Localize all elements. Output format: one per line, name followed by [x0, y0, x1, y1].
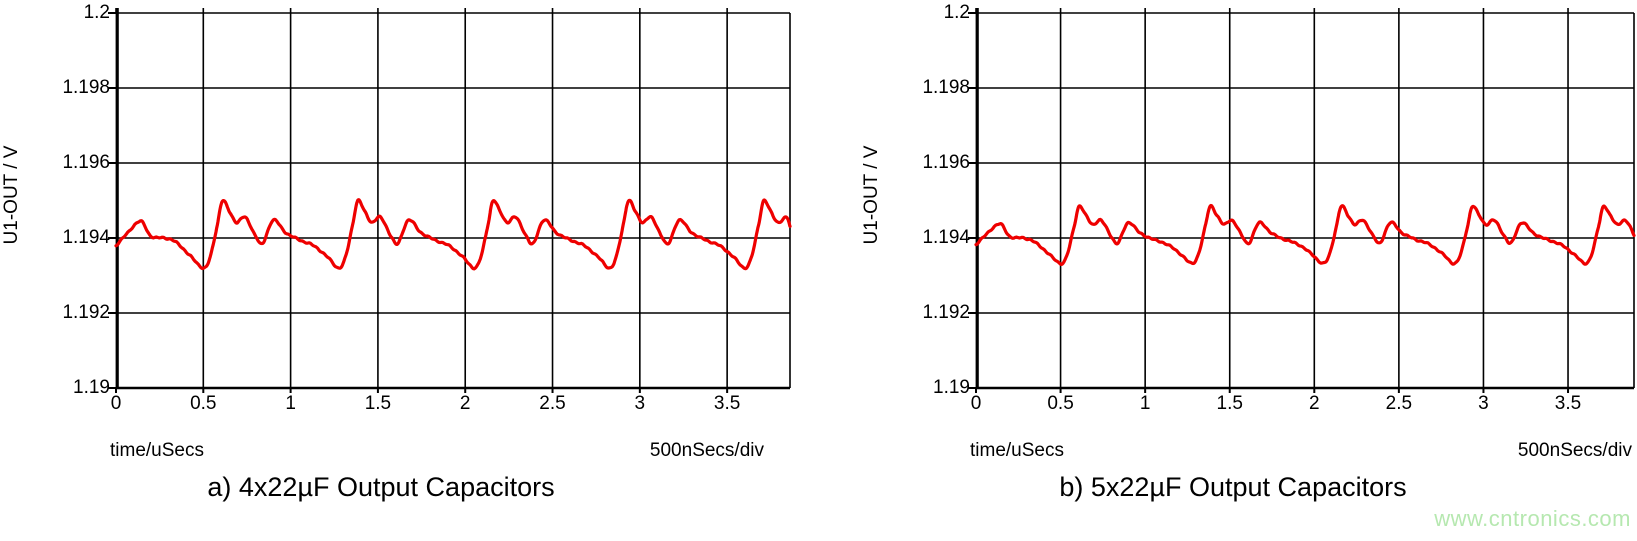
x-tick-label: 1	[1139, 393, 1151, 414]
x-tick-label: 0.5	[190, 393, 217, 414]
y-tick-label: 1.19	[73, 377, 110, 398]
y-tick-label: 1.2	[943, 2, 970, 23]
x-tick-label: 3.5	[713, 393, 741, 414]
x-tick-label: 2	[1309, 393, 1320, 414]
y-tick-label: 1.2	[83, 2, 110, 23]
x-tick-label: 0.5	[1047, 393, 1074, 414]
time-per-div-label: 500nSecs/div	[1517, 440, 1632, 461]
subfigure-caption-b: b) 5x22µF Output Capacitors	[1059, 472, 1407, 502]
x-axis-title: time/uSecs	[110, 440, 204, 461]
y-axis-title: U1-OUT / V	[1, 145, 22, 245]
x-axis-title: time/uSecs	[970, 440, 1064, 461]
y-tick-label: 1.196	[922, 152, 970, 173]
subfigure-caption-a: a) 4x22µF Output Capacitors	[207, 472, 555, 502]
x-tick-label: 1	[285, 393, 296, 414]
y-tick-label: 1.198	[62, 77, 110, 98]
x-tick-label: 2.5	[539, 393, 566, 414]
watermark: www.cntronics.com	[1434, 506, 1631, 531]
voltage-ripple-trace	[114, 198, 792, 271]
voltage-ripple-trace	[974, 203, 1636, 266]
y-tick-label: 1.196	[62, 152, 110, 173]
y-axis-title: U1-OUT / V	[861, 145, 882, 245]
x-tick-label: 0	[970, 393, 982, 414]
waveform-plot-b	[968, 8, 1636, 393]
y-tick-label: 1.198	[922, 77, 970, 98]
x-tick-label: 1.5	[1216, 393, 1243, 414]
x-tick-label: 3	[634, 393, 646, 414]
x-tick-label: 3	[1478, 393, 1489, 414]
y-tick-label: 1.194	[922, 227, 970, 248]
y-tick-label: 1.192	[922, 302, 970, 323]
y-tick-label: 1.19	[933, 377, 970, 398]
time-per-div-label: 500nSecs/div	[649, 440, 764, 461]
y-tick-label: 1.194	[62, 227, 110, 248]
x-tick-label: 2	[459, 393, 471, 414]
x-tick-label: 0	[110, 393, 122, 414]
x-tick-label: 2.5	[1385, 393, 1413, 414]
x-tick-label: 1.5	[364, 393, 392, 414]
x-tick-label: 3.5	[1554, 393, 1582, 414]
y-tick-label: 1.192	[62, 302, 110, 323]
waveform-plot-a	[108, 8, 792, 393]
